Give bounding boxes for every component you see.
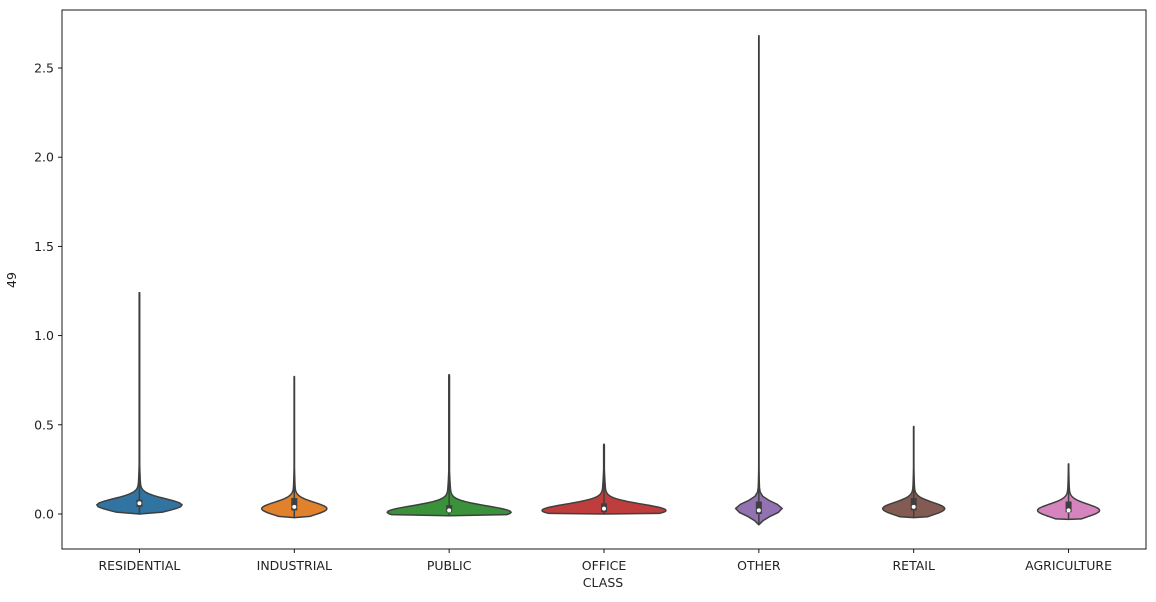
- median-industrial: [292, 504, 297, 509]
- box-industrial: [291, 497, 298, 511]
- median-agriculture: [1066, 508, 1071, 513]
- y-tick-label: 0.5: [34, 417, 54, 432]
- box-agriculture: [1065, 501, 1072, 513]
- x-tick-label: RETAIL: [892, 558, 934, 573]
- x-tick-label: RESIDENTIAL: [98, 558, 180, 573]
- x-tick-label: OTHER: [737, 558, 781, 573]
- y-tick-label: 1.5: [34, 239, 54, 254]
- x-tick-label: INDUSTRIAL: [257, 558, 332, 573]
- median-office: [602, 506, 606, 511]
- y-tick-label: 2.0: [34, 150, 54, 165]
- median-residential: [137, 501, 142, 506]
- axes: 0.0 0.5 1.0 1.5 2.0 2.5 RESIDENTIAL INDUSTRIAL P…: [34, 9, 1147, 573]
- y-axis-label: 49: [4, 272, 19, 288]
- x-tick-label: AGRICULTURE: [1025, 558, 1112, 573]
- x-tick-label: OFFICE: [582, 558, 627, 573]
- y-tick-label: 1.0: [34, 328, 54, 343]
- box-retail: [910, 497, 917, 511]
- x-tick-label: PUBLIC: [427, 558, 472, 573]
- median-retail: [911, 504, 916, 509]
- y-tick-label: 0.0: [34, 507, 54, 522]
- median-public: [447, 508, 452, 513]
- x-axis-label: CLASS: [582, 575, 624, 590]
- median-other: [756, 508, 761, 513]
- plot-area: [95, 35, 1101, 526]
- box-other: [755, 501, 762, 514]
- y-tick-label: 2.5: [34, 61, 54, 76]
